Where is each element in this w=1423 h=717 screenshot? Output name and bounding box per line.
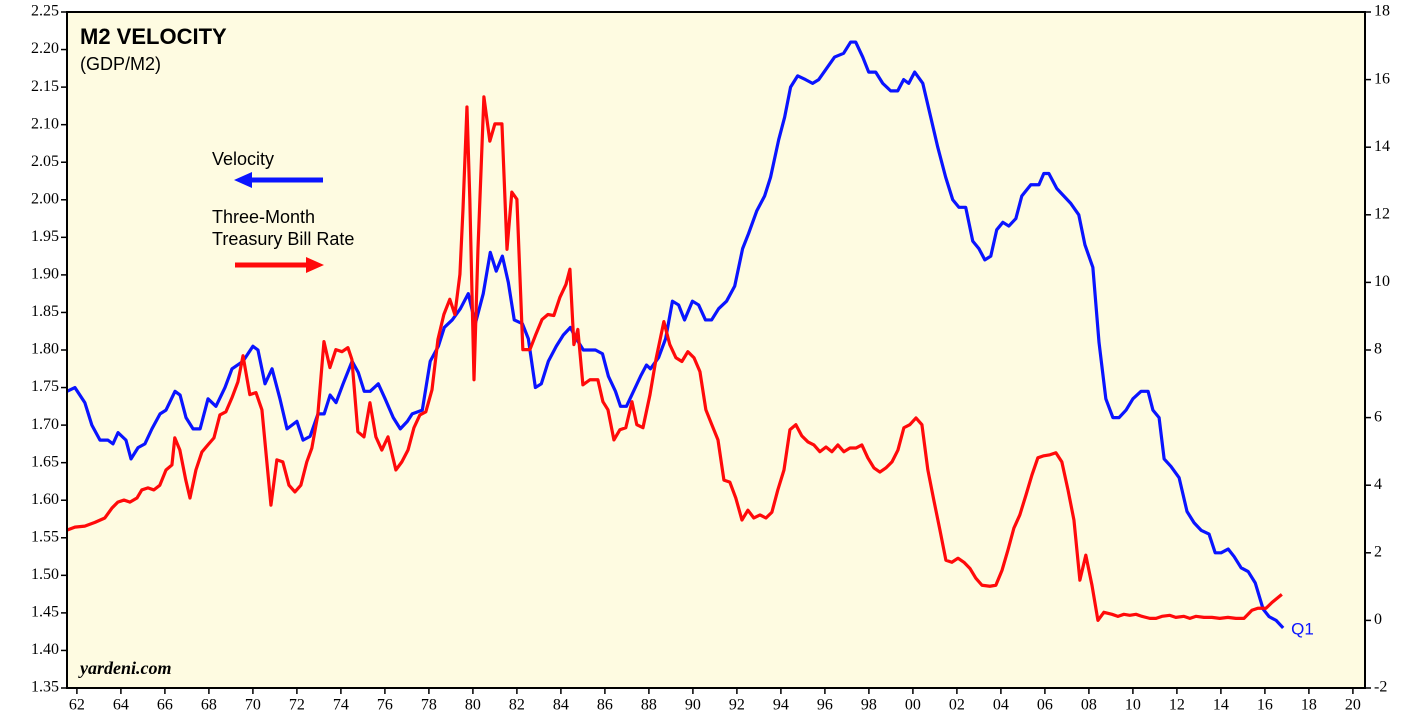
chart-title: M2 VELOCITY xyxy=(80,24,227,49)
x-tick-label: 18 xyxy=(1301,697,1317,714)
y2-tick-label: 8 xyxy=(1374,341,1382,358)
y-tick-label: 1.55 xyxy=(31,528,59,545)
y2-tick-label: 6 xyxy=(1374,408,1382,425)
y-tick-label: 1.75 xyxy=(31,378,59,395)
x-tick-label: 06 xyxy=(1037,697,1053,714)
y2-tick-label: -2 xyxy=(1374,679,1387,696)
y2-tick-label: 10 xyxy=(1374,273,1390,290)
x-tick-label: 98 xyxy=(861,697,877,714)
x-tick-label: 70 xyxy=(245,697,261,714)
x-tick-label: 82 xyxy=(509,697,525,714)
x-tick-label: 62 xyxy=(69,697,85,714)
x-tick-label: 86 xyxy=(597,697,613,714)
x-tick-label: 78 xyxy=(421,697,437,714)
y-tick-label: 1.60 xyxy=(31,491,59,508)
y2-tick-label: 4 xyxy=(1374,476,1382,493)
tbill-arrow xyxy=(235,257,324,273)
x-tick-label: 88 xyxy=(641,697,657,714)
plot-area xyxy=(67,12,1365,688)
x-tick-label: 08 xyxy=(1081,697,1097,714)
chart-subtitle: (GDP/M2) xyxy=(80,54,161,74)
x-tick-label: 84 xyxy=(553,697,569,714)
y-tick-label: 2.00 xyxy=(31,190,59,207)
legend-entry: Three-Month Treasury Bill Rate xyxy=(212,207,355,249)
x-tick-label: 80 xyxy=(465,697,481,714)
marks xyxy=(66,40,1285,630)
x-tick-label: 74 xyxy=(333,697,349,714)
x-tick-label: 72 xyxy=(289,697,305,714)
annotation: Q1 xyxy=(1291,619,1314,638)
x-tick-label: 94 xyxy=(773,697,789,714)
x-tick-label: 90 xyxy=(685,697,701,714)
y-tick-label: 1.90 xyxy=(31,266,59,283)
y-tick-label: 1.65 xyxy=(31,453,59,470)
y-tick-label: 1.85 xyxy=(31,303,59,320)
series-line xyxy=(66,95,1283,622)
y-tick-label: 2.20 xyxy=(31,40,59,57)
y-tick-label: 2.10 xyxy=(31,115,59,132)
x-tick-label: 02 xyxy=(949,697,965,714)
y-tick-label: 1.95 xyxy=(31,228,59,245)
x-tick-label: 66 xyxy=(157,697,173,714)
x-tick-label: 14 xyxy=(1213,697,1229,714)
y2-tick-label: 12 xyxy=(1374,205,1390,222)
y2-tick-label: 0 xyxy=(1374,611,1382,628)
legend-entry: Velocity xyxy=(212,149,275,169)
x-tick-label: 04 xyxy=(993,697,1009,714)
y-tick-label: 2.05 xyxy=(31,153,59,170)
y-tick-label: 1.45 xyxy=(31,604,59,621)
x-tick-label: 68 xyxy=(201,697,217,714)
watermark: yardeni.com xyxy=(78,658,172,678)
y2-tick-label: 2 xyxy=(1374,543,1382,560)
x-tick-label: 16 xyxy=(1257,697,1273,714)
x-tick-label: 12 xyxy=(1169,697,1185,714)
x-tick-label: 10 xyxy=(1125,697,1141,714)
series-line xyxy=(66,40,1285,630)
y-tick-label: 1.35 xyxy=(31,679,59,696)
x-tick-label: 64 xyxy=(113,697,129,714)
velocity-arrow xyxy=(234,172,323,188)
y-tick-label: 1.40 xyxy=(31,641,59,658)
x-tick-label: 96 xyxy=(817,697,833,714)
x-tick-label: 76 xyxy=(377,697,393,714)
x-tick-label: 20 xyxy=(1345,697,1361,714)
y2-tick-label: 14 xyxy=(1374,138,1390,155)
y-tick-label: 1.80 xyxy=(31,341,59,358)
x-tick-label: 92 xyxy=(729,697,745,714)
y2-tick-label: 18 xyxy=(1374,3,1390,20)
x-tick-label: 00 xyxy=(905,697,921,714)
y2-tick-label: 16 xyxy=(1374,70,1390,87)
y-tick-label: 2.25 xyxy=(31,3,59,20)
y-tick-label: 1.50 xyxy=(31,566,59,583)
y-tick-label: 2.15 xyxy=(31,78,59,95)
y-tick-label: 1.70 xyxy=(31,416,59,433)
